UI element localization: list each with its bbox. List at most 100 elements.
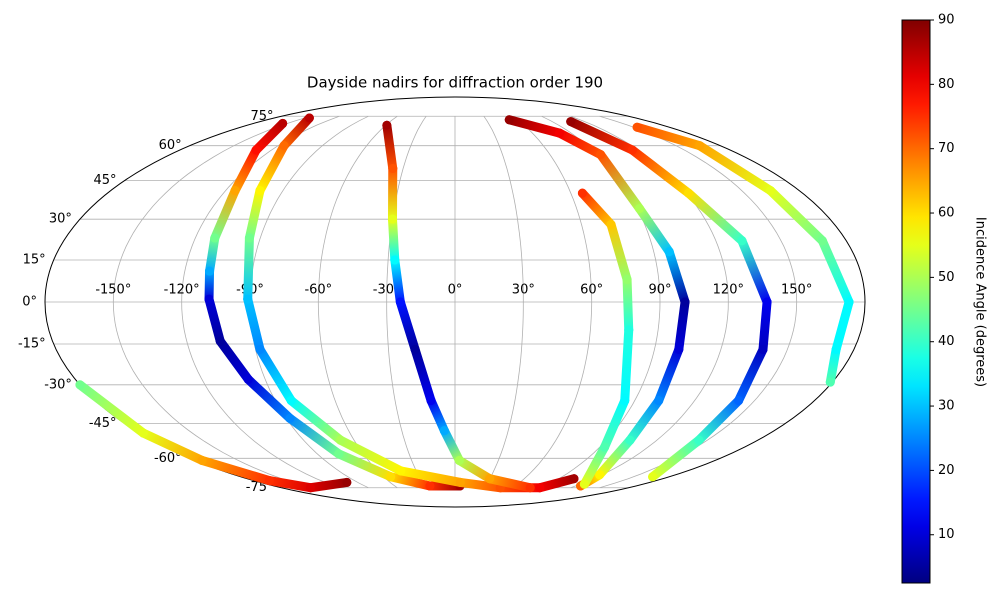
- nadir-point: [831, 345, 841, 355]
- y-tick-label: 75°: [250, 109, 273, 124]
- nadir-point: [342, 477, 352, 487]
- track-segment: [648, 435, 704, 482]
- track-segment: [455, 477, 505, 493]
- nadir-point: [426, 396, 436, 406]
- track-segment: [695, 141, 776, 196]
- y-tick-label: 60°: [159, 138, 182, 153]
- track-segment: [210, 186, 240, 243]
- colorbar-tick-label: 60: [938, 206, 955, 221]
- track-segment: [286, 396, 346, 445]
- nadir-point: [595, 470, 605, 480]
- nadir-point: [624, 325, 634, 335]
- track-segment: [386, 472, 435, 491]
- nadir-point: [215, 336, 225, 346]
- track-segment: [138, 428, 207, 465]
- nadir-point: [305, 483, 315, 493]
- nadir-point: [684, 188, 694, 198]
- nadir-point: [734, 396, 744, 406]
- track-segment: [426, 396, 449, 436]
- nadir-point: [255, 186, 265, 196]
- nadir-point: [825, 377, 835, 387]
- nadir-point: [454, 455, 464, 465]
- track-segment: [737, 236, 772, 307]
- nadir-point: [674, 345, 684, 355]
- colorbar-tick-label: 40: [938, 334, 955, 349]
- nadir-point: [654, 396, 664, 406]
- track-segment: [197, 455, 274, 486]
- nadir-point: [844, 297, 854, 307]
- track-segment: [504, 115, 565, 138]
- track-segment: [387, 214, 400, 265]
- track-segment: [439, 426, 464, 465]
- track-segment: [285, 413, 344, 459]
- nadir-point: [138, 428, 148, 438]
- nadir-point: [535, 483, 545, 493]
- nadir-point: [525, 483, 535, 493]
- track-segment: [336, 435, 406, 476]
- nadir-point: [255, 345, 265, 355]
- track-segment: [279, 113, 314, 151]
- track-segment: [606, 220, 632, 285]
- track-segment: [395, 297, 420, 355]
- y-tick-label: 45°: [94, 173, 117, 188]
- nadir-point: [455, 477, 465, 487]
- track-segment: [831, 297, 854, 355]
- track-segment: [555, 128, 606, 160]
- x-tick-label: -150°: [95, 283, 131, 298]
- nadir-point: [762, 297, 772, 307]
- track-segment: [684, 188, 747, 246]
- nadir-point: [278, 118, 288, 128]
- track-segment: [694, 396, 744, 445]
- nadir-point: [204, 294, 214, 304]
- nadir-point: [577, 188, 587, 198]
- nadir-point: [695, 141, 705, 151]
- track-segment: [734, 345, 768, 406]
- nadir-point: [251, 145, 261, 155]
- colorbar-tick-label: 10: [938, 527, 955, 542]
- x-tick-label: -30°: [373, 283, 401, 298]
- nadir-point: [766, 186, 776, 196]
- grid-line: [317, 115, 398, 489]
- nadir-point: [286, 396, 296, 406]
- track-segment: [654, 345, 684, 406]
- nadir-point: [279, 141, 289, 151]
- track-segment: [382, 120, 398, 174]
- track-segment: [243, 294, 265, 355]
- nadir-point: [243, 374, 253, 384]
- chart-title: Dayside nadirs for diffraction order 190: [307, 74, 603, 92]
- track-segment: [75, 380, 148, 438]
- track-segment: [454, 455, 495, 484]
- x-tick-label: -120°: [164, 283, 200, 298]
- y-tick-label: 0°: [22, 295, 37, 310]
- nadir-point: [635, 204, 645, 214]
- track-segment: [825, 345, 841, 387]
- nadir-point: [625, 435, 635, 445]
- track-segment: [251, 118, 288, 155]
- nadir-point: [680, 297, 690, 307]
- track-segment: [766, 186, 827, 246]
- nadir-point: [396, 466, 406, 476]
- track-segment: [204, 294, 225, 346]
- track-segment: [255, 141, 289, 196]
- colorbar-tick-label: 80: [938, 77, 955, 92]
- track-segment: [596, 150, 645, 214]
- nadir-point: [632, 122, 642, 132]
- colorbar-label: Incidence Angle (degrees): [973, 217, 988, 387]
- nadir-point: [485, 474, 495, 484]
- grid-line: [599, 115, 798, 489]
- nadir-point: [737, 236, 747, 246]
- y-tick-label: -60°: [154, 451, 182, 466]
- nadir-point: [243, 294, 253, 304]
- nadir-point: [264, 476, 274, 486]
- x-tick-label: 30°: [512, 283, 535, 298]
- track-segment: [485, 474, 535, 493]
- track-segment: [230, 145, 261, 196]
- y-tick-label: -45°: [89, 416, 117, 431]
- nadir-point: [596, 150, 606, 160]
- track-segment: [305, 477, 352, 493]
- nadir-point: [336, 435, 346, 445]
- track-segment: [264, 476, 315, 493]
- track-segment: [566, 117, 637, 155]
- nadir-point: [439, 426, 449, 436]
- nadir-point: [390, 255, 400, 265]
